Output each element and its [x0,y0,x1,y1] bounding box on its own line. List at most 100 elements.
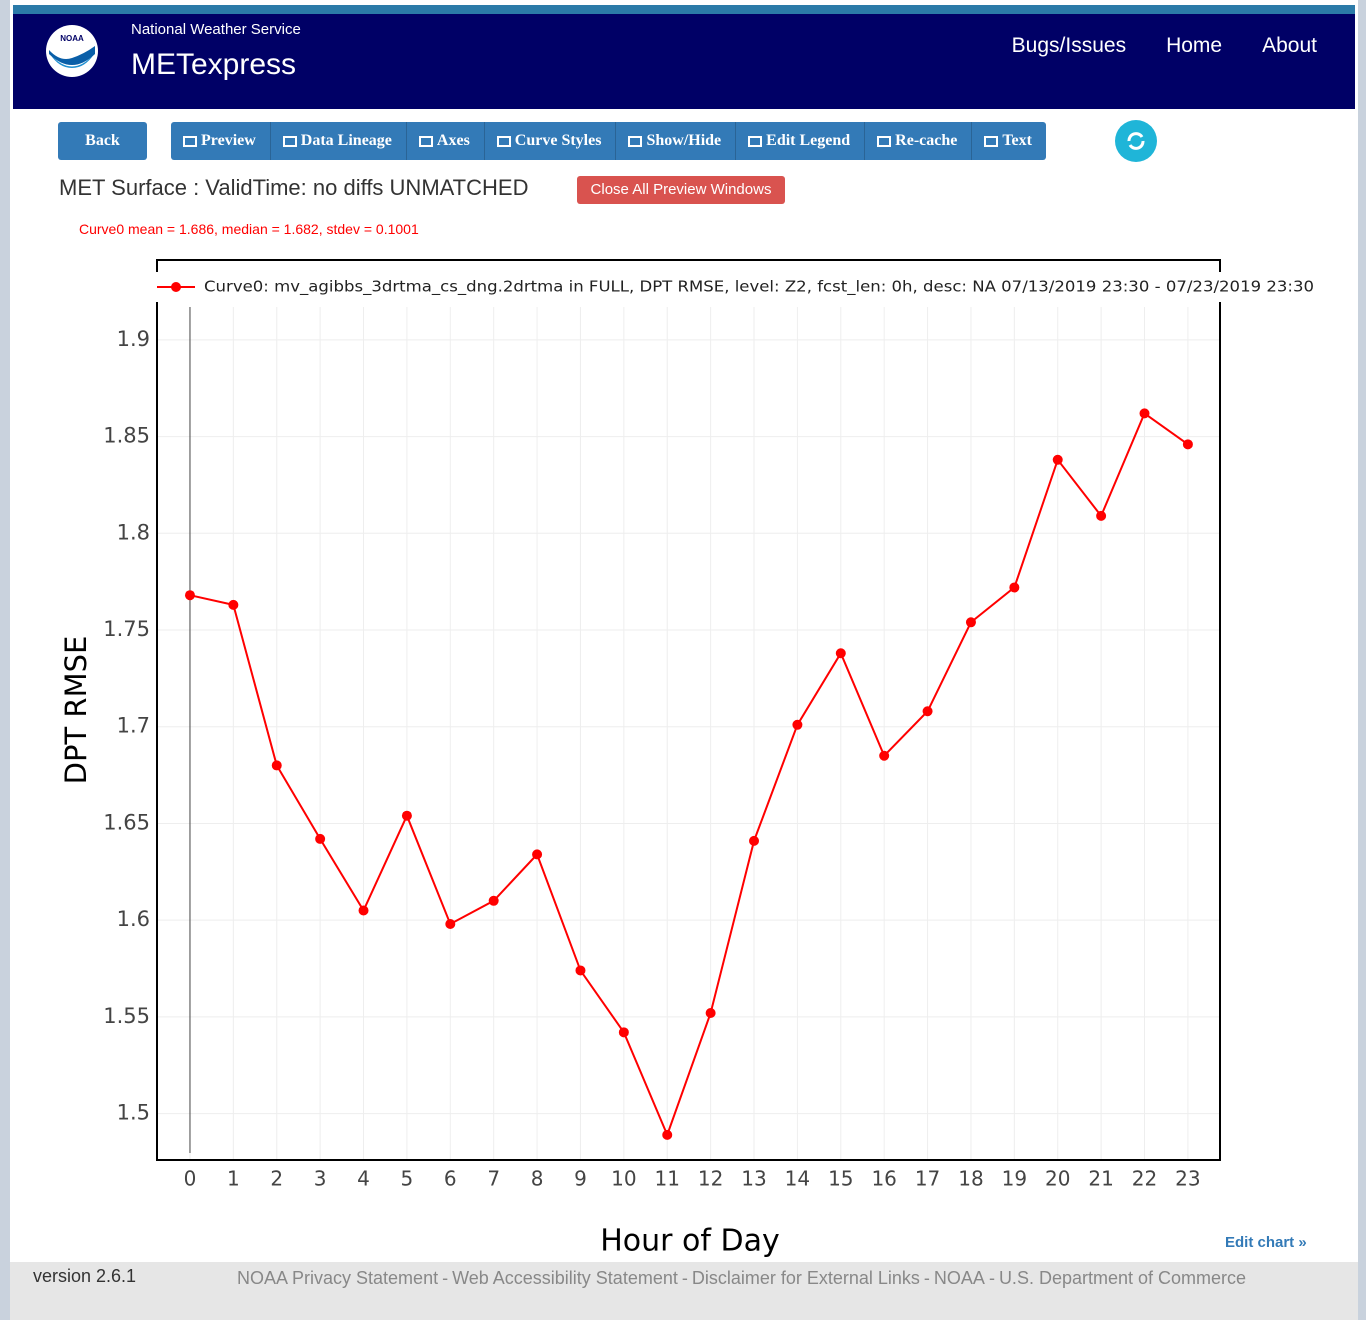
separator: - [442,1268,449,1288]
y-tick-label: 1.5 [117,1101,150,1125]
data-point [1052,454,1063,465]
back-button[interactable]: Back [58,122,147,160]
plot-title: MET Surface : ValidTime: no diffs UNMATC… [59,175,529,200]
x-tick-label: 8 [531,1167,544,1191]
logo-text: NOAA [60,34,84,43]
close-button[interactable]: Close All Preview Windows [577,176,785,204]
data-point [271,760,282,771]
refresh-icon [1127,132,1145,150]
data-point [879,750,890,761]
refresh-button[interactable] [1115,120,1157,162]
logo[interactable]: NOAA [45,24,99,78]
x-tick-label: 19 [1002,1167,1027,1191]
y-tick-label: 1.9 [117,327,150,351]
toolbar-button[interactable]: Text [972,122,1046,160]
x-tick-label: 3 [314,1167,327,1191]
toolbar-label: Show/Hide [646,132,722,149]
org-name: National Weather Service [131,21,301,38]
toolbar-button[interactable]: Data Lineage [270,122,407,160]
edit-chart-link[interactable]: Edit chart » [1225,1234,1307,1251]
legend-box [150,272,1325,302]
data-point [1096,510,1107,521]
data-point [184,590,195,601]
separator: - [988,1268,995,1288]
y-tick-label: 1.6 [117,907,150,931]
data-point [445,919,456,930]
toolbar-button[interactable]: Edit Legend [736,122,866,160]
app-name[interactable]: METexpress [131,48,297,81]
nav-link[interactable]: Home [1166,34,1223,57]
nav-link[interactable]: Bugs/Issues [1011,34,1127,57]
x-tick-label: 1 [227,1167,240,1191]
back-label: Back [85,132,120,149]
x-tick-label: 5 [401,1167,414,1191]
data-point [488,895,499,906]
button-icon [183,136,197,147]
nav-link[interactable]: About [1262,34,1317,57]
x-tick-label: 16 [871,1167,896,1191]
data-point [228,599,239,610]
toolbar-label: Re-cache [895,132,958,149]
y-axis-label: DPT RMSE [59,636,93,785]
plot-frame [156,259,1221,1161]
data-point [532,849,543,860]
series-line [189,411,1189,1138]
y-tick-label: 1.8 [117,520,150,544]
x-axis-label: Hour of Day [600,1224,780,1259]
toolbar-button[interactable]: Re-cache [865,122,973,160]
x-tick-label: 15 [828,1167,853,1191]
data-point [705,1007,716,1018]
x-tick-label: 7 [487,1167,500,1191]
toolbar-label: Preview [201,132,256,149]
y-tick-label: 1.65 [103,810,150,834]
data-point [965,617,976,628]
button-icon [418,136,433,147]
button-icon [628,136,643,147]
x-tick-label: 9 [574,1167,587,1191]
x-tick-label: 12 [698,1167,723,1191]
toolbar-label: Axes [436,132,470,149]
button-icon [984,136,999,147]
version: version 2.6.1 [33,1266,137,1286]
data-point [662,1129,673,1140]
x-tick-label: 18 [958,1167,983,1191]
toolbar-button[interactable]: Preview [171,122,271,160]
x-tick-label: 0 [184,1167,197,1191]
data-point [315,833,326,844]
side-border [0,0,10,1320]
footer-link[interactable]: NOAA Privacy Statement [237,1268,439,1288]
toolbar-button[interactable]: Axes [406,122,485,160]
data-point [835,648,846,659]
toolbar-button[interactable]: Curve Styles [484,122,617,160]
footer-links: NOAA Privacy Statement - Web Accessibility… [237,1264,1277,1292]
curve-stats: Curve0 mean = 1.686, median = 1.682, std… [79,221,419,237]
x-tick-label: 23 [1175,1167,1200,1191]
x-tick-label: 22 [1132,1167,1157,1191]
button-icon [496,136,511,147]
footer-link[interactable]: U.S. Department of Commerce [998,1268,1247,1288]
y-tick-label: 1.75 [103,617,150,641]
separator: - [681,1268,688,1288]
data-point [792,719,803,730]
data-point [749,835,760,846]
toolbar-label: Curve Styles [514,132,602,149]
x-tick-label: 10 [611,1167,636,1191]
legend-marker [171,282,181,292]
footer-link[interactable]: Disclaimer for External Links [691,1268,920,1288]
nav: Bugs/Issues Home About [1012,34,1317,58]
x-tick-label: 21 [1088,1167,1113,1191]
header: NOAA National Weather Service METexpress… [13,14,1355,109]
data-point [575,965,586,976]
data-point [1009,582,1020,593]
x-tick-label: 13 [741,1167,766,1191]
footer-link[interactable]: NOAA [933,1268,985,1288]
chart: 1.51.551.61.651.71.751.81.851.90 1 2 3 4 5 6 7 8… [59,259,1325,1259]
toolbar-button[interactable]: Show/Hide [616,122,737,160]
data-point [358,905,369,916]
data-point [1182,439,1193,450]
legend-label: Curve0: mv_agibbs_3drtma_cs_dng.2drtma i… [204,278,1314,297]
footer-link[interactable]: Web Accessibility Statement [452,1268,678,1288]
separator: - [923,1268,930,1288]
y-tick-label: 1.7 [117,714,150,738]
